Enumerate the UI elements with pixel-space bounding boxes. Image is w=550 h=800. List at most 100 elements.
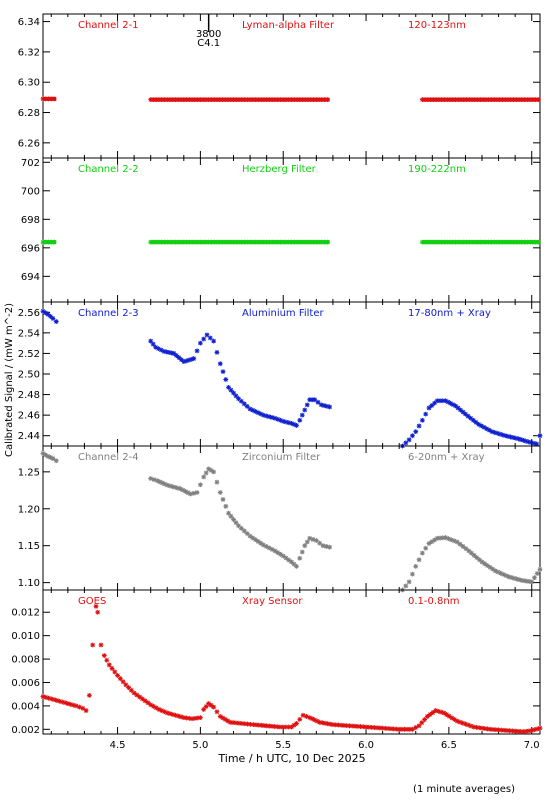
data-point [429,403,435,408]
y-tick-label: 0.002 [11,725,40,736]
data-point [291,561,297,567]
data-point [153,705,159,711]
data-point [468,723,474,729]
data-point [244,239,250,245]
data-point [294,563,299,569]
data-point [434,535,440,541]
data-point [269,97,275,103]
data-point [104,657,110,663]
data-point [452,717,457,722]
data-point [286,239,292,245]
data-point [46,239,51,245]
data-point [402,726,407,732]
data-point [523,438,529,444]
y-tick-label: 6.30 [18,78,40,89]
data-point [278,97,283,103]
data-point [176,355,182,360]
x-tick-label: 5.5 [275,740,291,751]
data-point [319,97,325,103]
panel-filter-label: Aluminium Filter [242,308,325,319]
data-point [426,405,432,411]
flare-annotation-time: 3800 [196,29,221,40]
data-point [481,424,487,430]
data-point [175,485,181,491]
data-point [494,430,500,436]
data-point [483,239,489,245]
data-point [304,539,310,545]
data-point [40,239,46,245]
data-point [422,97,428,103]
data-point [313,97,319,103]
data-point [233,393,239,399]
data-point [244,97,250,103]
y-tick-label: 694 [21,272,40,283]
data-point [275,239,281,245]
data-point [305,239,311,245]
data-point [48,239,54,245]
data-point [424,714,430,719]
data-point [90,642,96,648]
data-point [486,239,492,245]
data-point [280,97,286,103]
data-point [425,239,431,245]
data-point [460,544,466,549]
data-point [432,400,437,406]
data-point [266,414,272,420]
data-point [413,725,419,730]
data-point [159,480,165,486]
data-point [269,546,275,552]
y-tick-label: 2.48 [18,390,40,401]
data-point [159,97,165,103]
data-point [419,239,425,245]
data-point [184,715,189,721]
data-point [242,97,247,103]
data-point [302,543,308,549]
y-tick-label: 2.50 [18,370,40,381]
data-point [429,539,435,545]
data-point [43,694,49,700]
data-point [458,97,464,103]
data-point [489,429,495,434]
data-point [406,437,412,443]
data-point [225,239,231,245]
data-point [466,548,472,554]
data-point [530,239,536,245]
panel-channel-label: Channel 2-4 [78,452,139,463]
data-point [440,535,446,541]
data-point [435,708,441,714]
data-point [475,97,480,103]
data-point [360,724,366,730]
data-point [48,455,53,460]
data-point [498,727,504,733]
data-point [151,703,156,709]
data-point [526,579,532,584]
data-point [150,341,156,347]
data-point [482,726,488,731]
x-tick-label: 7.0 [524,740,540,751]
data-point [297,97,303,103]
data-point [162,709,167,715]
data-point [500,239,505,245]
data-point [522,97,527,103]
data-point [428,239,434,245]
data-point [388,726,394,732]
data-point [283,239,289,245]
data-point [294,721,299,726]
data-point [358,724,363,729]
data-point [278,551,283,557]
data-point [403,583,409,589]
data-point [297,555,303,561]
data-point [407,726,413,732]
data-point [312,717,318,723]
footnote: (1 minute averages) [413,784,515,795]
x-axis: 4.5 5.0 5.5 6.0 6.5 7.0 Time / h UTC, 10 Dec … [110,740,540,765]
data-point [233,720,239,726]
data-point [404,726,410,732]
data-point [507,728,513,734]
data-point [192,97,198,103]
data-point [283,555,289,561]
data-point [377,725,383,731]
data-point [433,708,439,713]
data-point [315,399,321,405]
data-point [140,696,145,702]
